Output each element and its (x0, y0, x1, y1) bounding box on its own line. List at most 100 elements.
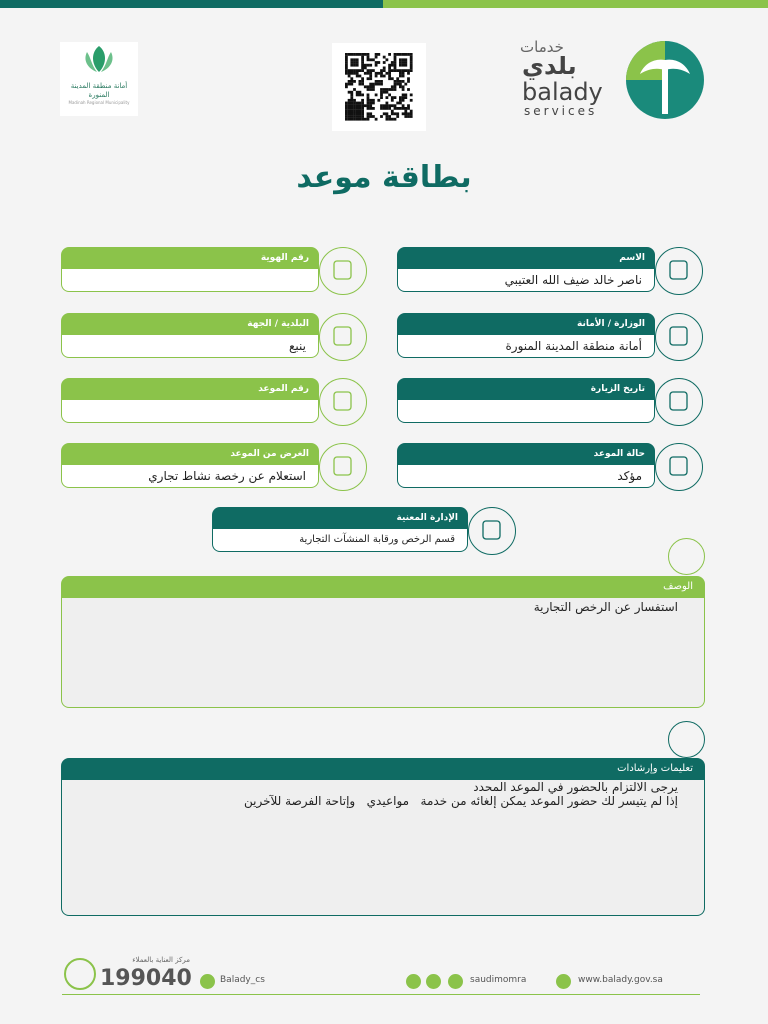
qr-module (366, 53, 370, 56)
qr-module (353, 69, 356, 72)
qr-module (385, 117, 389, 121)
qr-module (347, 109, 351, 113)
qr-module (401, 71, 405, 75)
qr-module (380, 90, 383, 94)
qr-module (399, 74, 402, 78)
qr-module (361, 55, 364, 59)
qr-module (355, 63, 359, 67)
qr-module (399, 58, 402, 62)
field-label: الاسم (397, 247, 655, 269)
qr-module (374, 74, 378, 78)
qr-module (369, 104, 373, 108)
qr-module (409, 115, 413, 118)
qr-module (388, 77, 391, 81)
qr-module (355, 71, 359, 75)
qr-module (380, 104, 383, 108)
qr-module (366, 63, 370, 67)
description-icon (668, 538, 705, 575)
qr-module (350, 117, 354, 121)
qr-module (380, 80, 383, 83)
field-label: الوزارة / الأمانة (397, 313, 655, 335)
qr-module (347, 112, 351, 116)
qr-module (399, 85, 402, 89)
qr-module (377, 61, 381, 64)
qr-module (385, 58, 389, 62)
qr-module (366, 88, 370, 91)
qr-module (350, 101, 354, 105)
qr-module (393, 80, 397, 83)
qr-module (377, 71, 381, 75)
qr-module (350, 63, 354, 67)
qr-module (380, 82, 383, 86)
qr-module (399, 71, 402, 75)
qr-module (385, 104, 389, 108)
qr-module (404, 107, 408, 110)
qr-module (347, 117, 351, 121)
field-label: الغرض من الموعد (61, 443, 319, 465)
youtube-icon (448, 974, 463, 989)
qr-module (353, 109, 356, 113)
qr-module (350, 69, 354, 72)
qr-module (358, 112, 362, 116)
qr-module (404, 112, 408, 116)
qr-module (358, 117, 362, 121)
qr-module (345, 82, 348, 86)
qr-module (372, 88, 375, 91)
qr-code (332, 43, 426, 131)
qr-module (353, 115, 356, 118)
phone-number: 199040 (100, 966, 192, 991)
qr-module (345, 61, 348, 64)
qr-module (388, 93, 391, 97)
instruction-line: إذا لم يتيسر لك حضور الموعد يمكن إلغائه … (243, 794, 678, 808)
qr-module (350, 77, 354, 81)
qr-module (366, 115, 370, 118)
qr-module (366, 101, 370, 105)
qr-module (369, 101, 373, 105)
qr-module (366, 69, 370, 72)
qr-module (347, 115, 351, 118)
qr-module (350, 80, 354, 83)
qr-module (399, 96, 402, 99)
qr-module (409, 61, 413, 64)
qr-module (393, 112, 397, 116)
qr-module (390, 88, 394, 91)
field-icon (655, 313, 703, 361)
qr-module (353, 80, 356, 83)
qr-module (347, 107, 351, 110)
icon-glyph (333, 326, 352, 346)
qr-module (382, 107, 386, 110)
qr-module (369, 85, 373, 89)
icon-glyph (669, 391, 688, 411)
qr-module (355, 112, 359, 116)
qr-module (361, 107, 364, 110)
instructions-icon (668, 721, 705, 758)
field-icon (319, 313, 367, 361)
qr-module (401, 74, 405, 78)
qr-module (401, 58, 405, 62)
qr-module (347, 74, 351, 78)
qr-module (396, 107, 400, 110)
qr-pattern (345, 53, 413, 121)
qr-module (382, 112, 386, 116)
qr-module (396, 101, 400, 105)
qr-module (404, 109, 408, 113)
qr-module (399, 69, 402, 72)
qr-module (350, 58, 354, 62)
qr-module (382, 61, 386, 64)
description-box: الوصف استفسار عن الرخص التجارية (61, 576, 705, 708)
qr-module (382, 74, 386, 78)
qr-module (374, 71, 378, 75)
field-value (61, 400, 319, 423)
icon-glyph (333, 456, 352, 476)
qr-module (407, 69, 410, 72)
qr-module (407, 71, 410, 75)
field-label: البلدية / الجهة (61, 313, 319, 335)
qr-module (353, 63, 356, 67)
qr-module (358, 93, 362, 97)
qr-module (369, 82, 373, 86)
qr-module (388, 53, 391, 56)
field-value: قسم الرخص ورقابة المنشآت التجارية (212, 529, 468, 552)
qr-module (350, 90, 354, 94)
qr-module (350, 96, 354, 99)
